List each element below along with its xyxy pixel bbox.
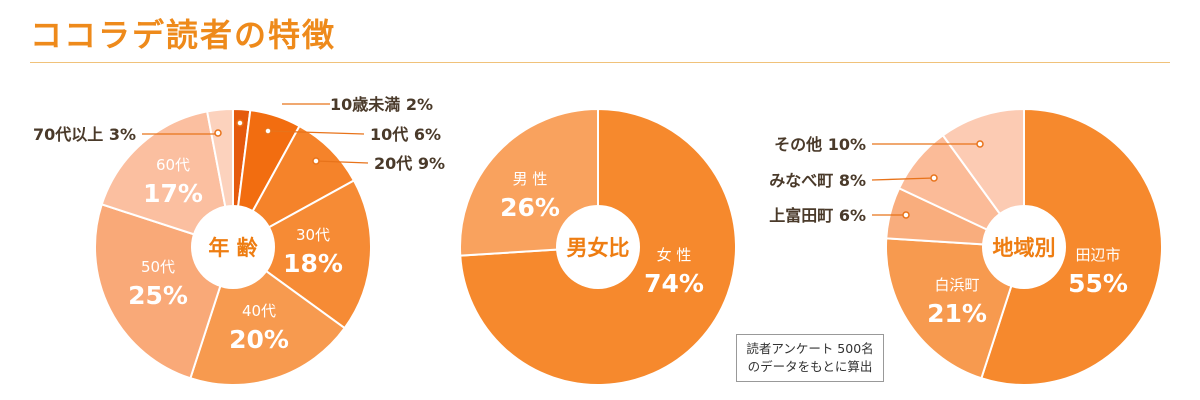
slice-label: 70代以上 3% <box>33 125 136 144</box>
pie-slice <box>885 237 1026 380</box>
leader-dot <box>214 129 222 137</box>
leader-line <box>871 177 935 181</box>
slice-label: みなべ町 8% <box>769 171 866 190</box>
slice-value: 74% <box>644 269 704 298</box>
pie-chart-3: 田辺市 55% 白浜町 21% 上富田町 6% みなべ町 8% その他 10% 地域別 <box>769 107 1163 386</box>
slice-label: 白浜町 <box>934 276 979 294</box>
slice-label: 男 性 <box>513 170 548 188</box>
pie-slice <box>458 107 599 257</box>
slice-label: 10歳未満 2% <box>330 95 433 114</box>
gender-center-label: 男女比 <box>567 236 630 260</box>
slice-label: 60代 <box>156 156 190 174</box>
age-center-label: 年 齢 <box>208 236 258 260</box>
title-divider <box>30 62 1170 63</box>
slice-value: 21% <box>927 299 987 328</box>
slice-label: その他 10% <box>774 135 866 154</box>
pie-chart-2: 女 性 74% 男 性 26% 男女比 <box>458 107 737 386</box>
page-title: ココラデ読者の特徴 <box>30 16 337 54</box>
center-hub <box>556 205 640 289</box>
slice-label: 30代 <box>296 226 330 244</box>
slice-label: 上富田町 6% <box>769 206 866 225</box>
center-hub <box>191 205 275 289</box>
pie-slice <box>231 179 372 330</box>
slice-label: 10代 6% <box>370 125 441 144</box>
pie-slice <box>980 107 1163 386</box>
slice-label: 50代 <box>141 258 175 276</box>
leader-dot <box>312 157 320 165</box>
leader-dot <box>976 140 984 148</box>
slice-value: 17% <box>143 179 203 208</box>
leader-dot <box>236 119 244 127</box>
leader-dot <box>902 211 910 219</box>
leader-line <box>267 130 365 135</box>
slice-value: 20% <box>229 325 289 354</box>
center-hub <box>982 205 1066 289</box>
leader-line <box>315 160 369 164</box>
leader-dot <box>930 174 938 182</box>
slice-value: 26% <box>500 193 560 222</box>
slice-value: 25% <box>128 281 188 310</box>
slice-label: 田辺市 <box>1075 246 1120 264</box>
leader-dot <box>264 127 272 135</box>
slice-label: 40代 <box>242 302 276 320</box>
slice-label: 女 性 <box>657 246 692 264</box>
slice-value: 18% <box>283 249 343 278</box>
slice-label: 20代 9% <box>374 154 445 173</box>
slice-value: 55% <box>1068 269 1128 298</box>
survey-note: 読者アンケート 500名 のデータをもとに算出 <box>736 334 884 382</box>
region-center-label: 地域別 <box>993 236 1056 260</box>
pie-slice <box>100 110 235 249</box>
pie-chart-1: 10歳未満 2% 10代 6% 20代 9% 30代 18% 40代 20% 50代 25% 60… <box>33 95 445 386</box>
